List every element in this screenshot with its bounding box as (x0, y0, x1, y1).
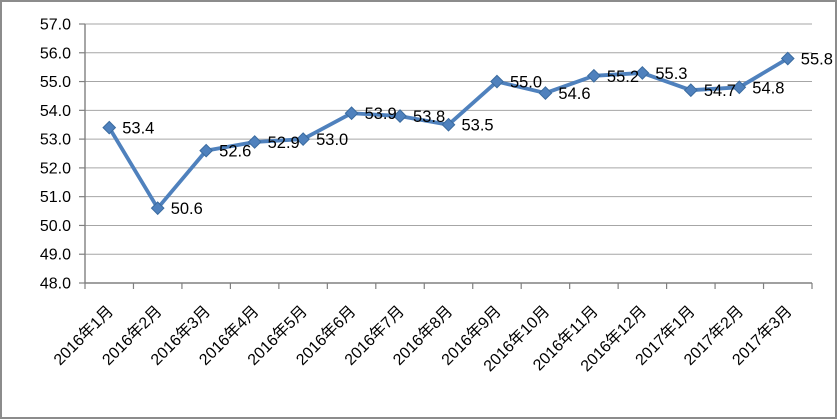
data-point-label: 53.4 (122, 120, 154, 138)
data-point-marker (150, 201, 165, 216)
data-point-marker (780, 51, 795, 66)
data-point-label: 54.7 (704, 82, 736, 100)
data-point-label: 55.0 (510, 74, 542, 92)
data-point-marker (296, 132, 311, 147)
data-point-marker (490, 74, 504, 89)
data-point-label: 55.8 (801, 51, 833, 69)
data-point-label: 53.9 (365, 105, 397, 123)
data-point-marker (586, 68, 601, 83)
data-point-marker (441, 117, 456, 132)
data-point-marker (344, 106, 359, 121)
data-point-label: 54.8 (752, 79, 784, 97)
y-axis-tick-label: 56.0 (40, 45, 71, 62)
data-point-label: 50.6 (171, 200, 203, 218)
y-axis-tick-label: 52.0 (40, 160, 71, 177)
y-axis-tick-label: 55.0 (40, 74, 71, 91)
y-axis-tick-label: 50.0 (40, 218, 71, 235)
data-point-marker (732, 80, 747, 95)
data-point-label: 52.6 (219, 143, 251, 161)
data-point-marker (683, 83, 698, 98)
y-axis-tick-label: 48.0 (40, 276, 71, 293)
data-point-marker (393, 109, 407, 123)
data-point-label: 55.3 (655, 65, 687, 83)
data-point-marker (538, 86, 553, 100)
data-point-marker (635, 66, 650, 80)
y-axis-tick-label: 49.0 (40, 247, 71, 264)
y-axis-tick-label: 57.0 (40, 17, 71, 34)
data-point-marker (102, 120, 117, 135)
data-point-label: 53.5 (462, 117, 494, 135)
data-point-label: 52.9 (268, 134, 300, 152)
data-point-label: 53.8 (413, 108, 445, 126)
y-axis-tick-label: 51.0 (40, 189, 71, 206)
data-point-marker (199, 143, 214, 158)
y-axis-tick-label: 53.0 (40, 132, 71, 149)
y-axis-tick-label: 54.0 (40, 103, 71, 120)
data-point-label: 54.6 (558, 85, 590, 103)
data-point-label: 55.2 (607, 68, 639, 86)
data-point-marker (247, 135, 262, 149)
data-point-label: 53.0 (316, 131, 348, 149)
